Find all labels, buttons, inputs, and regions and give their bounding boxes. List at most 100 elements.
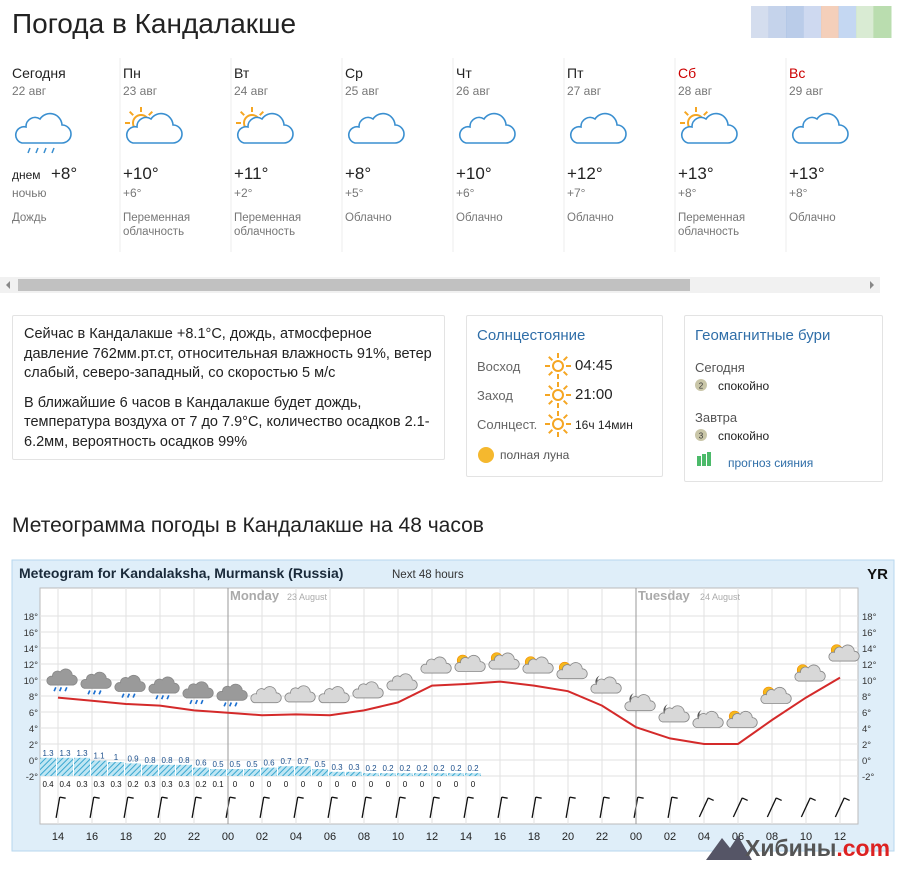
weekday: Сб xyxy=(678,65,697,81)
hour-label: 06 xyxy=(324,831,336,843)
level-badge xyxy=(695,429,707,441)
wind-arrow xyxy=(766,797,782,818)
precip-bar xyxy=(329,771,345,776)
aurora-icon xyxy=(697,456,701,466)
weather-symbol xyxy=(726,710,758,728)
precip-max-label: 0.2 xyxy=(399,764,411,773)
precip-max-label: 0.2 xyxy=(433,764,445,773)
weather-symbol xyxy=(114,674,146,698)
precip-max-label: 0.8 xyxy=(178,756,190,765)
wind-barb xyxy=(59,796,66,799)
sun xyxy=(552,418,564,430)
wind-arrow xyxy=(599,796,610,818)
wind-barb xyxy=(195,796,202,799)
sun-title: Солнцестояние xyxy=(477,327,586,344)
sun-value: 04:45 xyxy=(575,357,613,374)
hour-label: 16 xyxy=(494,831,506,843)
cloud xyxy=(828,644,860,662)
wind-arrow xyxy=(89,796,100,818)
hour-label: 14 xyxy=(52,831,64,843)
hour-label: 22 xyxy=(188,831,200,843)
precip-bar xyxy=(465,773,481,776)
cloud xyxy=(569,112,627,144)
precip-bar xyxy=(380,773,396,776)
rain-drop xyxy=(194,699,199,705)
hour-label: 14 xyxy=(460,831,472,843)
wind-arrow xyxy=(361,796,372,818)
wind-shaft xyxy=(565,797,571,818)
day-label: днем xyxy=(12,168,41,182)
weather-icon xyxy=(791,112,849,144)
weekday: Сегодня xyxy=(12,65,66,81)
hour-label: 10 xyxy=(392,831,404,843)
precip-max-label: 1.3 xyxy=(76,749,88,758)
cloud xyxy=(182,681,214,699)
wind-barb xyxy=(263,796,270,799)
y-tick-label: 16° xyxy=(862,628,877,639)
sun xyxy=(552,360,564,372)
wind-shaft xyxy=(361,797,367,818)
y-tick-label: 10° xyxy=(24,676,39,687)
temp: +10° xyxy=(123,164,159,183)
weather-symbol xyxy=(522,656,554,674)
precip-max-label: 0.3 xyxy=(331,763,343,772)
rain-drop xyxy=(35,147,39,154)
wind-barb xyxy=(707,797,714,802)
precip-max-label: 0.5 xyxy=(246,760,258,769)
wind-barb xyxy=(741,797,748,802)
aurora-link[interactable]: прогноз сияния xyxy=(728,456,814,470)
rain-drop xyxy=(98,690,102,695)
precip-max-label: 0.7 xyxy=(280,757,292,766)
cloud xyxy=(420,656,452,674)
wind-arrow xyxy=(55,796,66,818)
y-tick-label: 14° xyxy=(862,644,877,655)
weekday: Пн xyxy=(123,65,141,81)
y-tick-label: 14° xyxy=(24,644,39,655)
precip-max-label: 0.2 xyxy=(416,764,428,773)
weather-symbol xyxy=(216,683,248,707)
hour-label: 12 xyxy=(426,831,438,843)
sun-value: 21:00 xyxy=(575,386,613,403)
cloud xyxy=(680,112,738,144)
rain-drop xyxy=(223,702,227,707)
y-tick-label: 2° xyxy=(29,740,38,751)
cloud xyxy=(556,662,588,680)
night-temp: +6° xyxy=(456,186,475,200)
y-tick-label: 8° xyxy=(29,692,38,703)
current-text: В ближайшие 6 часов в Кандалакше будет д… xyxy=(24,394,430,450)
rain-drop xyxy=(200,699,204,705)
precip-bar xyxy=(278,766,294,776)
geomagnetic-box: Геомагнитные бури прогноз сияния Сегодня… xyxy=(684,315,883,482)
y-tick-label: 6° xyxy=(29,708,38,719)
cloud xyxy=(624,694,656,712)
rain-drop xyxy=(132,693,136,698)
section-title: Метеограмма погоды в Кандалакше на 48 ча… xyxy=(12,514,484,537)
wind-arrow xyxy=(429,796,440,818)
wind-shaft xyxy=(497,797,503,818)
wind-arrow xyxy=(395,796,406,818)
y-tick-label: 18° xyxy=(862,612,877,623)
hour-label: 08 xyxy=(766,831,778,843)
precip-bar xyxy=(227,769,243,776)
rain-drop xyxy=(189,699,193,705)
date: 24 авг xyxy=(234,84,269,98)
weather-icon xyxy=(680,107,738,144)
level: 2 xyxy=(699,382,704,391)
cloud xyxy=(125,112,183,144)
decoration xyxy=(856,6,874,38)
y-tick-label: 4° xyxy=(862,724,871,735)
precip-bar xyxy=(261,767,277,776)
date: 26 авг xyxy=(456,84,491,98)
sun-label: Солнцест. xyxy=(477,417,538,432)
sun-ray xyxy=(259,110,265,116)
rain-drop xyxy=(92,690,97,695)
temp: +11° xyxy=(234,164,269,183)
precip-min-label: 0 xyxy=(284,780,289,789)
cloud xyxy=(236,112,294,144)
hour-label: 22 xyxy=(596,831,608,843)
wind-barb xyxy=(603,796,610,799)
hour-label: 04 xyxy=(698,831,710,843)
precip-bar xyxy=(142,764,158,776)
